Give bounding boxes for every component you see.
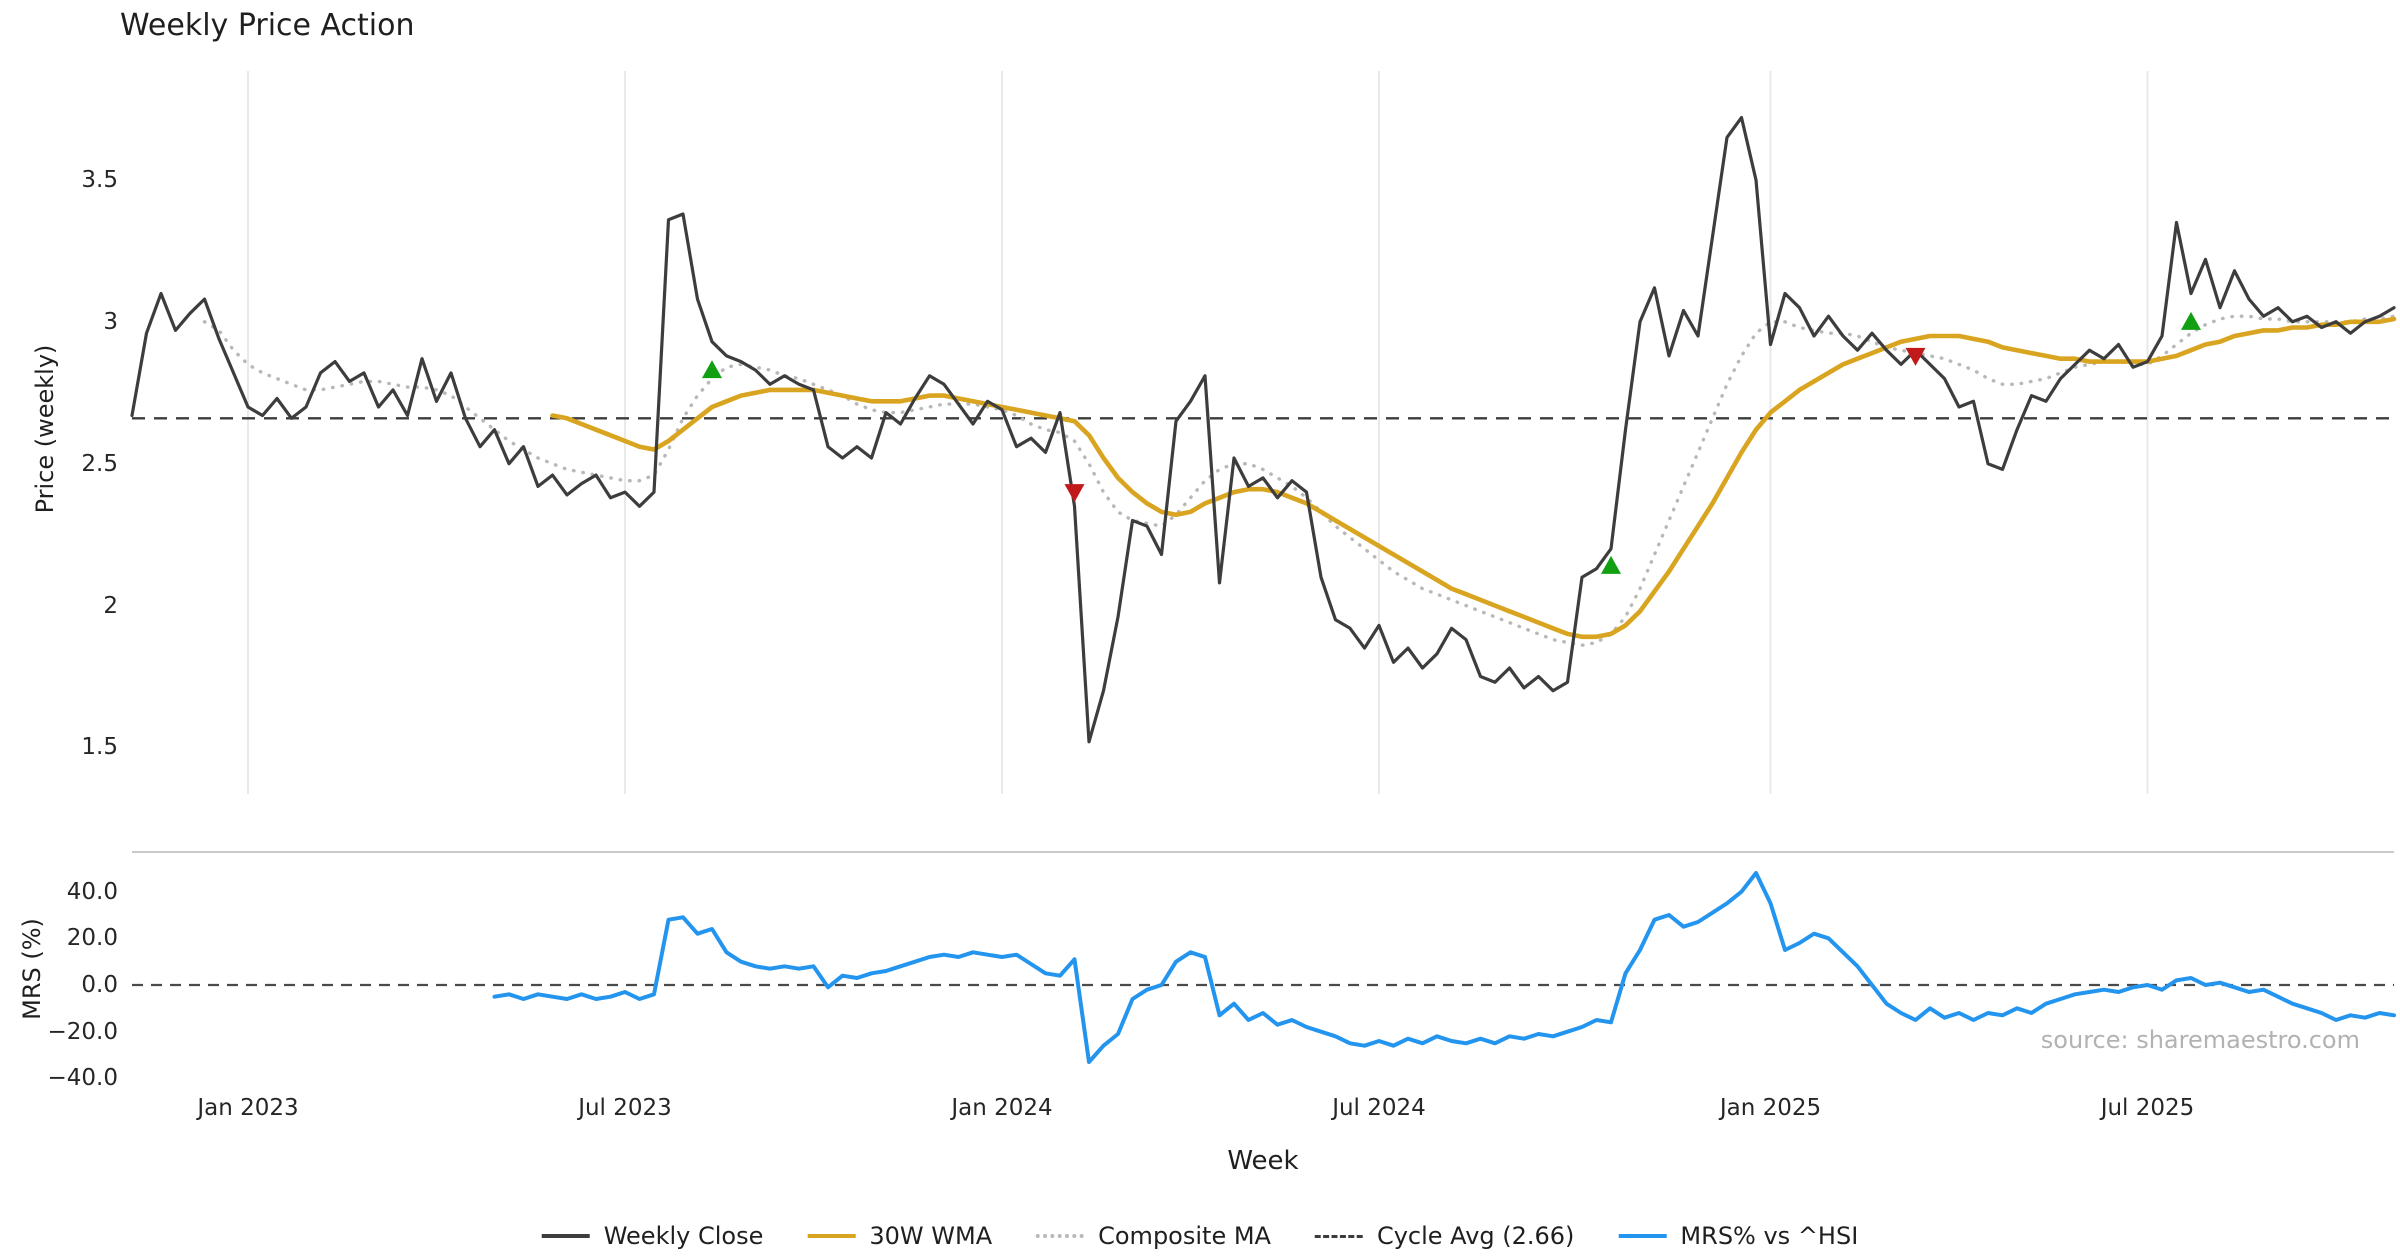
x-axis-tick: Jan 2024	[951, 1095, 1053, 1121]
legend-label: Weekly Close	[603, 1222, 764, 1250]
legend-item: 30W WMA	[807, 1222, 992, 1250]
legend-item: Weekly Close	[541, 1222, 764, 1250]
price-ytick: 3.5	[81, 166, 118, 193]
wma-line	[550, 316, 2397, 640]
mrs-ytick: 20.0	[66, 925, 118, 952]
price-ytick: 2.5	[81, 450, 118, 477]
sell-signal-icon	[1064, 484, 1085, 503]
price-panel	[130, 71, 2397, 794]
weekly-close-line	[130, 115, 2396, 744]
buy-signal-icon	[702, 360, 722, 379]
x-axis-tick: Jul 2025	[2100, 1095, 2195, 1121]
legend-line-icon	[1314, 1234, 1363, 1238]
sell-signal-icon	[1905, 347, 1926, 366]
x-axis-tick: Jul 2024	[1332, 1095, 1426, 1121]
mrs-ytick: −40.0	[47, 1065, 118, 1092]
mrs-ytick: 0.0	[81, 972, 118, 998]
source-credit: source: sharemaestro.com	[2040, 1026, 2360, 1054]
legend-line-icon	[1036, 1234, 1085, 1238]
mrs-ytick: 40.0	[66, 878, 118, 905]
x-axis-tick: Jan 2025	[1719, 1095, 1822, 1121]
mrs-ytick: −20.0	[47, 1018, 118, 1045]
legend-item: Composite MA	[1036, 1222, 1271, 1250]
legend-line-icon	[807, 1234, 856, 1238]
chart-title: Weekly Price Action	[120, 8, 415, 43]
buy-signal-icon	[2181, 311, 2201, 330]
legend-label: Cycle Avg (2.66)	[1376, 1222, 1575, 1250]
buy-signal-icon	[1601, 555, 1621, 574]
legend-line-icon	[1618, 1234, 1667, 1238]
legend-label: 30W WMA	[869, 1222, 993, 1250]
legend-item: Cycle Avg (2.66)	[1314, 1222, 1575, 1250]
x-axis-tick: Jan 2023	[197, 1095, 299, 1121]
x-axis-label: Week	[1227, 1146, 1299, 1176]
price-ytick: 1.5	[81, 734, 118, 761]
x-axis-tick: Jul 2023	[578, 1095, 672, 1121]
legend-label: Composite MA	[1098, 1222, 1271, 1250]
legend-line-icon	[541, 1234, 590, 1238]
price-ytick: 3	[103, 308, 118, 335]
legend-item: MRS% vs ^HSI	[1618, 1222, 1858, 1250]
composite-ma-line	[202, 314, 2396, 647]
legend-label: MRS% vs ^HSI	[1680, 1222, 1859, 1250]
price-ytick: 2	[103, 592, 118, 619]
legend: Weekly Close 30W WMA Composite MA Cycle Avg…	[541, 1222, 1858, 1250]
